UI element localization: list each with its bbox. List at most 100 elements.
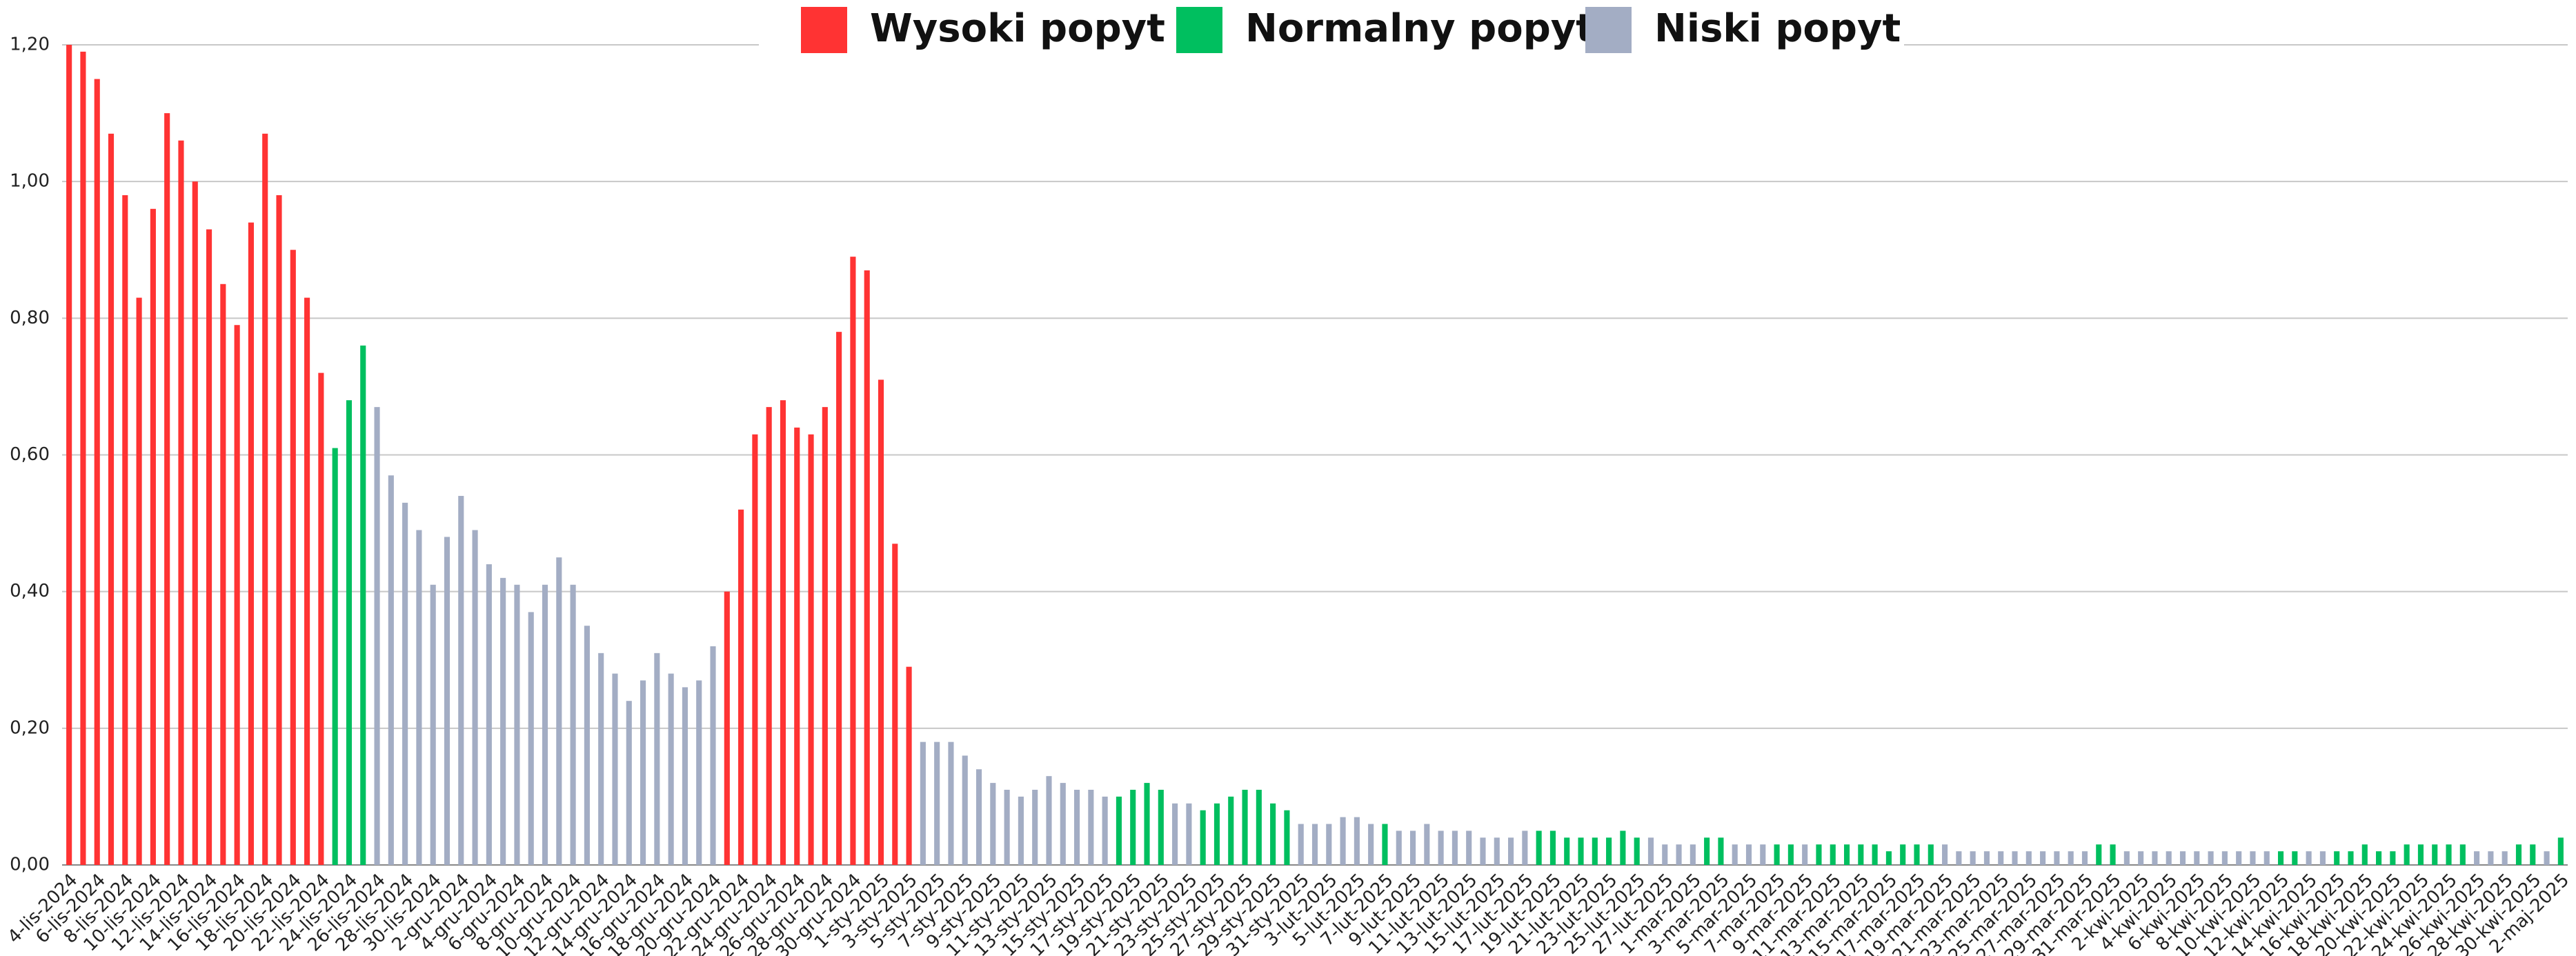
- bar: [2417, 844, 2424, 865]
- bar: [514, 584, 520, 865]
- bar: [2012, 851, 2018, 865]
- legend-label: Normalny popyt: [1245, 6, 1594, 51]
- bar: [2208, 851, 2214, 865]
- bar: [752, 434, 758, 865]
- y-tick-label: 1,20: [10, 34, 50, 55]
- bar: [1256, 790, 1262, 865]
- y-tick-label: 0,40: [10, 581, 50, 601]
- bar: [1704, 837, 1710, 865]
- bar: [738, 509, 744, 865]
- bar: [1549, 830, 1556, 865]
- bar: [2110, 844, 2116, 865]
- bar: [122, 195, 128, 865]
- bar: [1004, 790, 1010, 865]
- bar: [2250, 851, 2256, 865]
- bar: [1200, 810, 1206, 865]
- bar: [1732, 844, 1738, 865]
- bar: [2263, 851, 2270, 865]
- bar: [1032, 790, 1038, 865]
- bar: [206, 229, 212, 865]
- bar: [248, 222, 254, 865]
- bar: [220, 283, 226, 866]
- bar: [2025, 851, 2032, 865]
- bar: [472, 530, 478, 865]
- y-tick-label: 1,00: [10, 171, 50, 192]
- bar: [1662, 844, 1668, 865]
- bar: [1900, 844, 1906, 865]
- bar: [66, 45, 72, 865]
- bar: [234, 325, 240, 865]
- bar: [2138, 851, 2144, 865]
- bar: [2530, 844, 2536, 865]
- bar: [710, 646, 716, 865]
- bar: [1368, 824, 1374, 865]
- bar: [2081, 851, 2088, 865]
- bar: [2544, 851, 2550, 865]
- bar: [444, 537, 450, 865]
- bar: [2166, 851, 2172, 865]
- bar: [1382, 824, 1388, 865]
- bar: [1970, 851, 1976, 865]
- bar: [1424, 824, 1430, 865]
- bar: [2404, 844, 2410, 865]
- y-tick-label: 0,20: [10, 717, 50, 738]
- bar: [2348, 851, 2354, 865]
- bar: [1213, 803, 1220, 865]
- bar: [1942, 844, 1948, 865]
- bar: [2292, 851, 2298, 865]
- bar: [1760, 844, 1766, 865]
- bar: [2277, 851, 2284, 865]
- bar: [2040, 851, 2046, 865]
- bar: [2123, 851, 2130, 865]
- bar: [668, 673, 674, 865]
- bar: [2054, 851, 2060, 865]
- bar: [2306, 851, 2312, 865]
- bar: [2096, 844, 2102, 865]
- bar: [1508, 837, 1514, 865]
- bar: [1452, 830, 1458, 865]
- bar: [1046, 776, 1052, 865]
- bar: [878, 379, 884, 865]
- bar: [1830, 844, 1836, 865]
- bar: [682, 687, 688, 865]
- bar: [2515, 844, 2522, 865]
- bar: [1620, 830, 1626, 865]
- bar: [1186, 803, 1192, 865]
- bar: [696, 680, 702, 865]
- bar: [570, 584, 576, 865]
- bar: [1354, 817, 1360, 865]
- bar: [1816, 844, 1822, 865]
- bar: [416, 530, 422, 865]
- bar: [360, 345, 366, 865]
- bar: [528, 612, 534, 865]
- bar: [2194, 851, 2200, 865]
- bar: [1914, 844, 1920, 865]
- bar: [584, 626, 590, 865]
- bar: [1676, 844, 1682, 865]
- bar: [1983, 851, 1990, 865]
- bar: [766, 407, 772, 865]
- bar: [1578, 837, 1584, 865]
- bar: [2446, 844, 2452, 865]
- bar: [1536, 830, 1542, 865]
- bar: [1592, 837, 1598, 865]
- bar: [374, 407, 380, 865]
- bar: [94, 79, 100, 866]
- bar: [1326, 824, 1332, 865]
- legend-label: Niski popyt: [1654, 6, 1901, 51]
- bar: [150, 208, 156, 865]
- bar: [1872, 844, 1878, 865]
- bar: [2432, 844, 2438, 865]
- bar: [430, 584, 436, 865]
- bar: [388, 475, 394, 865]
- bar: [1843, 844, 1850, 865]
- bar: [1158, 790, 1164, 865]
- bar: [892, 544, 898, 865]
- bar: [1606, 837, 1612, 865]
- bar: [1718, 837, 1724, 865]
- bar: [1088, 790, 1094, 865]
- bar: [332, 448, 338, 865]
- bar: [2501, 851, 2508, 865]
- bar: [402, 502, 408, 865]
- bar: [1998, 851, 2004, 865]
